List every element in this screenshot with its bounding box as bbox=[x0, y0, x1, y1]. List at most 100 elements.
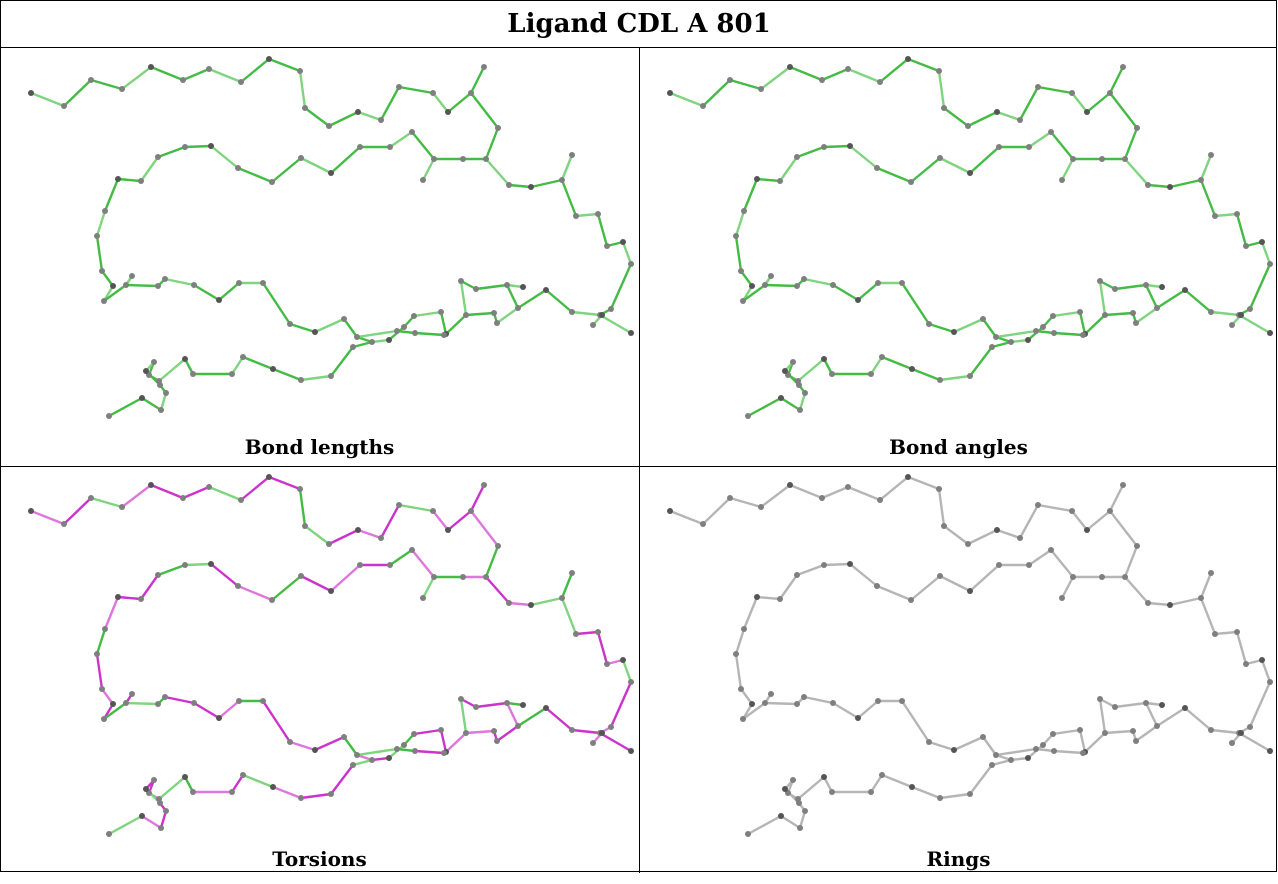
atom bbox=[573, 631, 579, 637]
atom bbox=[235, 583, 241, 589]
bond bbox=[795, 563, 826, 577]
bond bbox=[763, 283, 799, 288]
atom bbox=[1059, 595, 1065, 601]
atom bbox=[506, 182, 512, 188]
atom bbox=[328, 791, 334, 797]
atom bbox=[438, 727, 444, 733]
atom bbox=[967, 170, 973, 176]
bond bbox=[469, 483, 486, 513]
bond bbox=[124, 701, 160, 706]
atom bbox=[326, 541, 332, 547]
bond bbox=[89, 496, 124, 509]
atom bbox=[740, 298, 746, 304]
atom bbox=[394, 746, 400, 752]
atom bbox=[102, 208, 108, 214]
atom bbox=[1208, 727, 1214, 733]
atom bbox=[879, 354, 885, 360]
bond bbox=[846, 485, 882, 502]
bond bbox=[261, 699, 292, 744]
bond bbox=[910, 785, 942, 800]
bond bbox=[1036, 503, 1074, 513]
atom bbox=[738, 686, 744, 692]
atom bbox=[491, 310, 497, 316]
atom bbox=[1243, 661, 1249, 667]
atom bbox=[1134, 125, 1140, 131]
atom bbox=[777, 178, 783, 184]
bond bbox=[100, 687, 115, 706]
atom bbox=[1234, 211, 1240, 217]
atom bbox=[868, 789, 874, 795]
bond bbox=[1155, 706, 1187, 728]
atom bbox=[830, 700, 836, 706]
bond bbox=[299, 156, 333, 175]
bond bbox=[701, 496, 732, 526]
bond bbox=[1144, 283, 1159, 310]
atom bbox=[409, 129, 415, 135]
atom bbox=[1097, 696, 1103, 702]
caption-rings: Rings bbox=[926, 847, 991, 871]
bond bbox=[596, 212, 609, 248]
bond bbox=[410, 130, 436, 161]
atom bbox=[745, 831, 751, 837]
atom bbox=[151, 777, 157, 783]
bond bbox=[355, 329, 399, 339]
atom bbox=[240, 772, 246, 778]
bond bbox=[755, 177, 782, 183]
atom bbox=[821, 774, 827, 780]
atom bbox=[528, 602, 534, 608]
atom bbox=[481, 64, 487, 70]
bond bbox=[1108, 65, 1125, 95]
bond bbox=[968, 345, 994, 378]
bond bbox=[446, 509, 473, 532]
atom bbox=[847, 143, 853, 149]
bond bbox=[869, 773, 884, 794]
bond bbox=[192, 283, 221, 302]
atom bbox=[628, 261, 634, 267]
bond bbox=[1027, 130, 1053, 149]
bond bbox=[395, 747, 417, 753]
atom bbox=[1267, 261, 1273, 267]
atom bbox=[328, 170, 334, 176]
bond bbox=[938, 574, 972, 593]
atom bbox=[119, 86, 125, 92]
atom bbox=[412, 330, 418, 336]
atom bbox=[431, 156, 437, 162]
bond bbox=[529, 596, 564, 607]
atom bbox=[270, 784, 276, 790]
bond bbox=[439, 310, 448, 336]
atom bbox=[908, 597, 914, 603]
bond bbox=[379, 85, 401, 122]
atom bbox=[1080, 750, 1086, 756]
bond bbox=[1070, 91, 1089, 114]
atom bbox=[328, 373, 334, 379]
bond bbox=[822, 144, 852, 149]
bond bbox=[544, 706, 574, 732]
atom bbox=[269, 179, 275, 185]
atom bbox=[796, 382, 802, 388]
atom bbox=[208, 561, 214, 567]
atom bbox=[1208, 570, 1214, 576]
atom bbox=[1247, 724, 1253, 730]
bond bbox=[107, 396, 144, 418]
atom bbox=[993, 752, 999, 758]
bond bbox=[469, 65, 486, 95]
atom bbox=[326, 123, 332, 129]
bond bbox=[288, 740, 317, 752]
atom bbox=[599, 730, 605, 736]
atom bbox=[1102, 312, 1108, 318]
bond bbox=[1123, 544, 1139, 579]
bond bbox=[303, 106, 331, 128]
bond bbox=[495, 724, 520, 743]
atom bbox=[115, 594, 121, 600]
atom bbox=[1084, 109, 1090, 115]
atom bbox=[993, 334, 999, 340]
atom bbox=[1267, 330, 1273, 336]
atom bbox=[1035, 84, 1041, 90]
atom bbox=[1208, 309, 1214, 315]
atom bbox=[1134, 543, 1140, 549]
bond bbox=[149, 65, 185, 82]
atom bbox=[1182, 287, 1188, 293]
atom bbox=[138, 178, 144, 184]
bond bbox=[734, 627, 746, 656]
atom bbox=[350, 344, 356, 350]
